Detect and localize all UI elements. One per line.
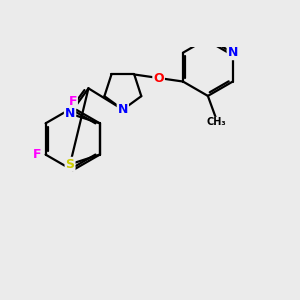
Text: N: N (228, 46, 238, 59)
Text: F: F (33, 148, 42, 161)
Text: CH₃: CH₃ (206, 117, 226, 128)
Text: O: O (153, 71, 164, 85)
Text: N: N (65, 107, 75, 120)
Text: N: N (118, 103, 128, 116)
Text: S: S (65, 158, 74, 171)
Text: F: F (68, 94, 77, 107)
